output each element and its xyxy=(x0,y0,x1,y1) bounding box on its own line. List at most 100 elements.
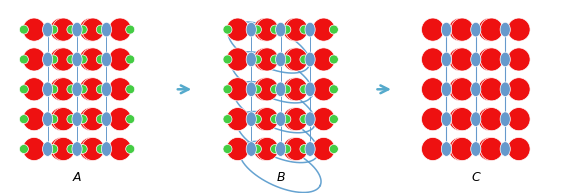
Ellipse shape xyxy=(471,112,481,126)
Ellipse shape xyxy=(441,82,451,97)
Ellipse shape xyxy=(500,82,510,97)
Ellipse shape xyxy=(256,137,278,161)
Ellipse shape xyxy=(72,112,82,126)
Ellipse shape xyxy=(96,25,105,34)
Ellipse shape xyxy=(67,55,76,64)
Ellipse shape xyxy=(285,18,308,41)
Ellipse shape xyxy=(256,18,278,41)
Ellipse shape xyxy=(270,115,280,124)
Ellipse shape xyxy=(448,48,471,71)
Ellipse shape xyxy=(50,18,73,41)
Ellipse shape xyxy=(312,18,335,41)
Ellipse shape xyxy=(282,85,291,94)
Ellipse shape xyxy=(226,108,249,131)
Ellipse shape xyxy=(252,25,261,34)
Ellipse shape xyxy=(82,48,104,71)
Ellipse shape xyxy=(109,137,132,161)
Ellipse shape xyxy=(79,18,102,41)
Ellipse shape xyxy=(478,108,501,131)
Ellipse shape xyxy=(78,55,87,64)
Ellipse shape xyxy=(270,145,280,153)
Ellipse shape xyxy=(78,25,87,34)
Ellipse shape xyxy=(101,52,112,67)
Ellipse shape xyxy=(50,48,73,71)
Ellipse shape xyxy=(50,108,73,131)
Ellipse shape xyxy=(478,78,501,101)
Ellipse shape xyxy=(67,145,76,153)
Ellipse shape xyxy=(67,115,76,124)
Ellipse shape xyxy=(72,82,82,97)
Ellipse shape xyxy=(421,108,444,131)
Ellipse shape xyxy=(226,137,249,161)
Ellipse shape xyxy=(79,137,102,161)
Ellipse shape xyxy=(478,48,501,71)
Ellipse shape xyxy=(96,55,105,64)
Ellipse shape xyxy=(421,78,444,101)
Ellipse shape xyxy=(79,48,102,71)
Ellipse shape xyxy=(282,55,291,64)
Ellipse shape xyxy=(507,18,530,41)
Ellipse shape xyxy=(448,78,471,101)
Ellipse shape xyxy=(507,137,530,161)
Ellipse shape xyxy=(23,108,45,131)
Ellipse shape xyxy=(305,52,315,67)
Ellipse shape xyxy=(441,52,451,67)
Ellipse shape xyxy=(226,78,249,101)
Ellipse shape xyxy=(79,78,102,101)
Ellipse shape xyxy=(329,145,338,153)
Ellipse shape xyxy=(276,22,286,37)
Ellipse shape xyxy=(329,55,338,64)
Ellipse shape xyxy=(78,115,87,124)
Ellipse shape xyxy=(283,78,306,101)
Ellipse shape xyxy=(300,25,309,34)
Ellipse shape xyxy=(305,82,315,97)
Ellipse shape xyxy=(500,22,510,37)
Ellipse shape xyxy=(96,85,105,94)
Ellipse shape xyxy=(312,48,335,71)
Ellipse shape xyxy=(300,115,309,124)
Ellipse shape xyxy=(101,22,112,37)
Ellipse shape xyxy=(276,142,286,156)
Ellipse shape xyxy=(226,18,249,41)
Ellipse shape xyxy=(43,142,53,156)
Ellipse shape xyxy=(451,18,473,41)
Ellipse shape xyxy=(283,18,306,41)
Ellipse shape xyxy=(448,108,471,131)
Ellipse shape xyxy=(96,145,105,153)
Ellipse shape xyxy=(50,137,73,161)
Ellipse shape xyxy=(109,108,132,131)
Ellipse shape xyxy=(23,18,45,41)
Ellipse shape xyxy=(500,52,510,67)
Ellipse shape xyxy=(101,112,112,126)
Ellipse shape xyxy=(270,85,280,94)
Ellipse shape xyxy=(507,48,530,71)
Ellipse shape xyxy=(109,18,132,41)
Ellipse shape xyxy=(246,22,256,37)
Ellipse shape xyxy=(19,55,28,64)
Ellipse shape xyxy=(480,78,503,101)
Ellipse shape xyxy=(285,48,308,71)
Ellipse shape xyxy=(82,108,104,131)
Ellipse shape xyxy=(49,55,58,64)
Ellipse shape xyxy=(480,108,503,131)
Ellipse shape xyxy=(312,78,335,101)
Ellipse shape xyxy=(223,115,232,124)
Ellipse shape xyxy=(223,85,232,94)
Ellipse shape xyxy=(441,112,451,126)
Ellipse shape xyxy=(285,78,308,101)
Ellipse shape xyxy=(101,82,112,97)
Ellipse shape xyxy=(305,22,315,37)
Ellipse shape xyxy=(305,112,315,126)
Ellipse shape xyxy=(451,78,473,101)
Ellipse shape xyxy=(283,137,306,161)
Ellipse shape xyxy=(305,142,315,156)
Ellipse shape xyxy=(126,115,135,124)
Ellipse shape xyxy=(256,48,278,71)
Ellipse shape xyxy=(312,137,335,161)
Ellipse shape xyxy=(329,85,338,94)
Ellipse shape xyxy=(126,85,135,94)
Ellipse shape xyxy=(246,112,256,126)
Ellipse shape xyxy=(471,82,481,97)
Ellipse shape xyxy=(49,145,58,153)
Ellipse shape xyxy=(329,115,338,124)
